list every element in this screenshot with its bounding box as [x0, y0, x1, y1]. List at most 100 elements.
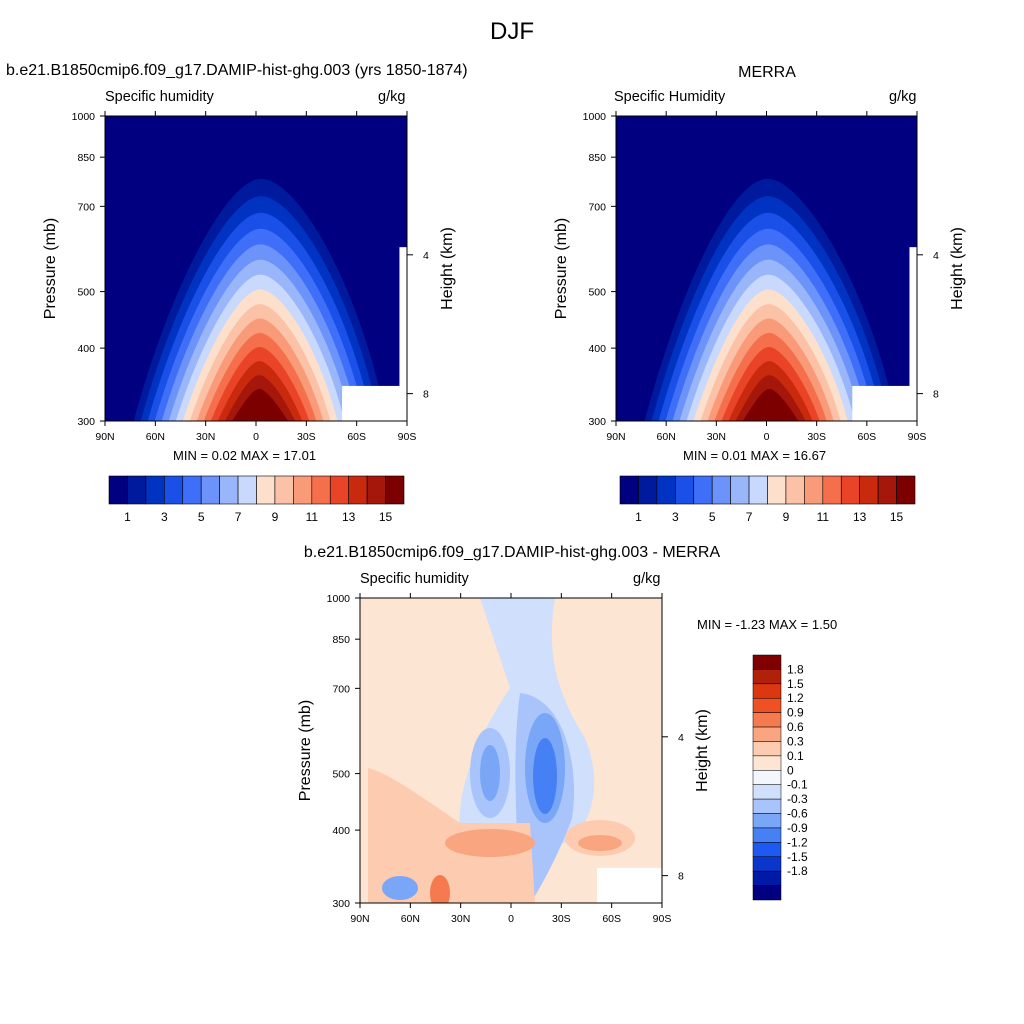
diff-colorbar-swatch: [752, 842, 782, 858]
test-x-tick-label: 90N: [95, 431, 114, 443]
test-colorbar-swatch: [108, 475, 128, 505]
diff-negative-nh-core: [480, 745, 500, 801]
obs-colorbar-swatch: [804, 475, 824, 505]
test-colorbar-label: 5: [198, 510, 205, 524]
test-unit-label: g/kg: [378, 89, 406, 105]
obs-x-tick-label: 0: [764, 431, 770, 443]
test-colorbar-label: 9: [272, 510, 279, 524]
diff-x-tick-label: 60S: [602, 913, 621, 925]
obs-missing-data-edge: [909, 247, 917, 421]
test-colorbar-swatch: [219, 475, 239, 505]
obs-colorbar-swatch: [748, 475, 768, 505]
obs-x-tick-label: 90N: [606, 431, 625, 443]
test-panel-title: b.e21.B1850cmip6.f09_g17.DAMIP-hist-ghg.…: [6, 62, 468, 79]
obs-colorbar-swatch: [619, 475, 639, 505]
obs-colorbar-label: 9: [783, 510, 790, 524]
diff-y-tick-label: 400: [332, 825, 350, 837]
diff-colorbar-swatch: [752, 813, 782, 829]
obs-colorbar-swatch: [693, 475, 713, 505]
obs-y-tick-label: 850: [588, 152, 606, 164]
test-colorbar-swatch: [348, 475, 368, 505]
test-colorbar-swatch: [200, 475, 220, 505]
test-colorbar-swatch: [256, 475, 276, 505]
test-frame: [104, 115, 408, 422]
diff-colorbar-swatch: [752, 726, 782, 742]
diff-y-tick-label: 500: [332, 769, 350, 781]
test-missing-data: [342, 385, 407, 421]
test-colorbar: 1 3 5 7 9 11 13 15: [108, 475, 405, 524]
diff-colorbar-swatch: [752, 784, 782, 800]
obs-y-tick-label: 400: [588, 343, 606, 355]
diff-colorbar-label: -1.5: [787, 850, 808, 864]
obs-y-tick-label: 300: [588, 416, 606, 428]
test-colorbar-swatch: [311, 475, 331, 505]
diff-colorbar-label: 0.9: [787, 706, 804, 720]
diff-unit-label: g/kg: [633, 571, 661, 587]
obs-colorbar-swatch: [840, 475, 860, 505]
test-colorbar-label: 13: [342, 510, 356, 524]
obs-panel: 90N 60N 30N 0 30S 60S 90S 300 400 500 700 850 1000 8 4…: [553, 111, 966, 443]
test-colorbar-label: 7: [235, 510, 242, 524]
diff-contours: [360, 598, 662, 903]
obs-colorbar-swatch: [822, 475, 842, 505]
obs-field-label: Specific Humidity: [614, 89, 726, 105]
diff-x-tick-label: 0: [508, 913, 514, 925]
test-x-tick-label: 0: [253, 431, 259, 443]
test-y-axis-label: Pressure (mb): [42, 218, 59, 319]
diff-colorbar-label: 1.5: [787, 677, 804, 691]
test-colorbar-label: 3: [161, 510, 168, 524]
obs-panel-title: MERRA: [738, 64, 796, 81]
test-x-tick-label: 30S: [297, 431, 316, 443]
obs-contours: [616, 116, 917, 421]
test-colorbar-swatch: [366, 475, 386, 505]
obs-colorbar-label: 3: [672, 510, 679, 524]
diff-colorbar-label: -0.3: [787, 792, 808, 806]
diff-panel: 90N 60N 30N 0 30S 60S 90S 300 400 500 700 850 1000 8 4…: [297, 593, 711, 925]
test-colorbar-swatch: [237, 475, 257, 505]
obs-colorbar-swatch: [877, 475, 897, 505]
obs-y-tick-label: 500: [588, 287, 606, 299]
diff-y2-tick-label: 4: [678, 732, 684, 744]
test-x-tick-label: 60N: [146, 431, 165, 443]
test-colorbar-swatch: [274, 475, 294, 505]
diff-negative-core-3: [533, 738, 557, 814]
obs-colorbar-swatch: [656, 475, 676, 505]
obs-missing-data: [852, 385, 917, 421]
test-contours: [105, 116, 407, 421]
obs-colorbar-label: 5: [709, 510, 716, 524]
obs-colorbar-swatch: [730, 475, 750, 505]
test-x-tick-label: 30N: [196, 431, 215, 443]
test-colorbar-swatch: [164, 475, 184, 505]
test-y-tick-label: 500: [77, 287, 95, 299]
test-x-tick-label: 90S: [398, 431, 417, 443]
test-y-tick-label: 1000: [72, 111, 96, 123]
obs-frame: [615, 115, 918, 422]
obs-colorbar-swatch: [675, 475, 695, 505]
diff-colorbar-swatch: [752, 798, 782, 814]
obs-colorbar-label: 1: [635, 510, 642, 524]
diff-missing-data: [597, 867, 662, 903]
diff-positive-sh-core: [578, 835, 622, 851]
obs-unit-label: g/kg: [889, 89, 917, 105]
diff-colorbar-label: -0.6: [787, 807, 808, 821]
test-y2-tick-label: 4: [423, 250, 429, 262]
obs-min-max: MIN = 0.01 MAX = 16.67: [683, 448, 827, 463]
obs-y-tick-label: 700: [588, 201, 606, 213]
diff-colorbar-label: -0.1: [787, 778, 808, 792]
diff-colorbar-label: 1.2: [787, 691, 804, 705]
test-field-label: Specific humidity: [105, 89, 214, 105]
diff-colorbar-swatch: [752, 856, 782, 872]
diff-colorbar-label: -1.2: [787, 835, 808, 849]
diff-positive-band: [368, 768, 535, 903]
diff-colorbar-swatch: [752, 654, 782, 670]
figure-title: DJF: [490, 18, 534, 45]
diff-colorbar-label: -0.9: [787, 821, 808, 835]
obs-colorbar-label: 7: [746, 510, 753, 524]
diff-y-tick-label: 850: [332, 634, 350, 646]
test-missing-data-edge: [399, 247, 407, 421]
diff-colorbar-swatch: [752, 669, 782, 685]
diff-y-tick-label: 1000: [327, 593, 351, 605]
obs-x-tick-label: 90S: [908, 431, 927, 443]
test-colorbar-swatch: [329, 475, 349, 505]
